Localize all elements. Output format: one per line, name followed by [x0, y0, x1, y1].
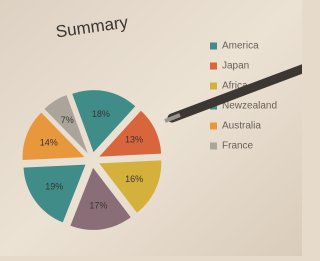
- legend-label: Japan: [222, 61, 249, 72]
- legend-swatch: [210, 143, 217, 150]
- legend-swatch: [210, 43, 217, 50]
- data-label: 17%: [89, 200, 107, 210]
- data-label: 13%: [125, 135, 143, 145]
- chart: Summary 18%13%16%17%19%14%7% AmericaJapa…: [0, 0, 302, 256]
- legend-label: America: [222, 41, 259, 52]
- legend-swatch: [210, 83, 217, 90]
- legend-swatch: [210, 63, 217, 70]
- data-label: 18%: [92, 109, 110, 119]
- data-label: 7%: [61, 115, 74, 125]
- legend-swatch: [210, 123, 217, 130]
- data-label: 19%: [45, 181, 63, 191]
- legend-label: France: [222, 141, 254, 152]
- legend-label: Australia: [222, 121, 261, 132]
- legend-label: Newzealand: [222, 101, 277, 112]
- data-label: 14%: [40, 137, 58, 147]
- data-label: 16%: [125, 174, 143, 184]
